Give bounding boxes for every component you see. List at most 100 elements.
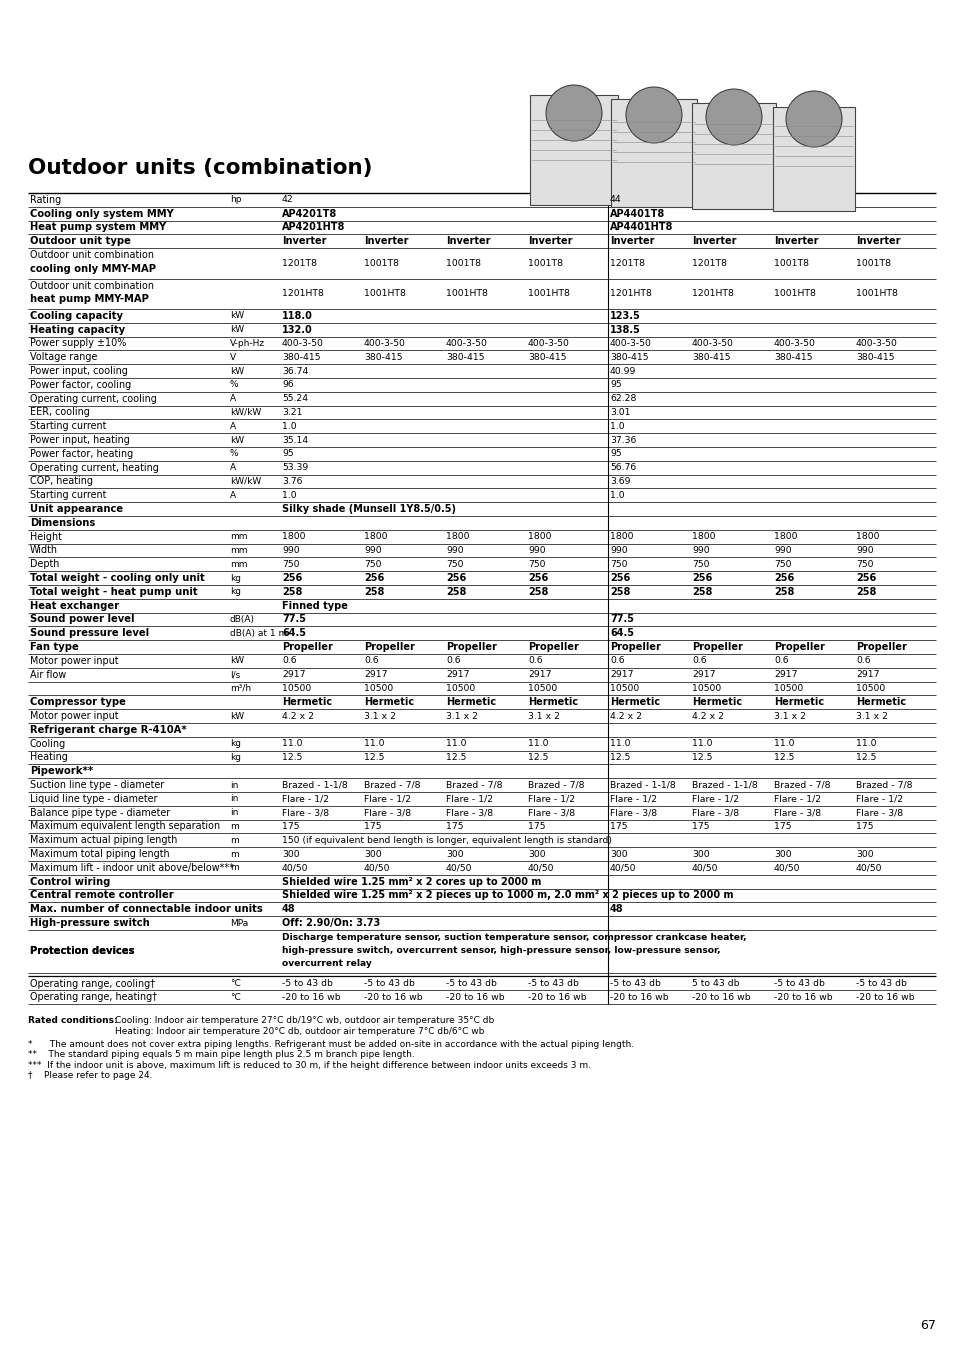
Text: Propeller: Propeller <box>364 643 415 652</box>
Text: 0.6: 0.6 <box>609 656 624 666</box>
Text: 2917: 2917 <box>609 670 633 679</box>
Text: l/s: l/s <box>230 670 240 679</box>
Text: Inverter: Inverter <box>446 236 490 246</box>
Text: Maximum actual piping length: Maximum actual piping length <box>30 836 177 845</box>
Text: high-pressure switch, overcurrent sensor, high-pressure sensor, low-pressure sen: high-pressure switch, overcurrent sensor… <box>282 946 720 954</box>
Text: 400-3-50: 400-3-50 <box>609 339 651 348</box>
Text: -5 to 43 db: -5 to 43 db <box>527 979 578 988</box>
Text: Maximum equivalent length separation: Maximum equivalent length separation <box>30 821 220 832</box>
Text: 1001HT8: 1001HT8 <box>773 289 815 298</box>
Text: -5 to 43 db: -5 to 43 db <box>364 979 415 988</box>
Text: 380-415: 380-415 <box>691 352 730 362</box>
Text: 258: 258 <box>609 587 630 597</box>
Text: dB(A): dB(A) <box>230 614 254 624</box>
Text: Brazed - 7/8: Brazed - 7/8 <box>364 780 420 790</box>
Text: *      The amount does not cover extra piping lengths. Refrigerant must be added: * The amount does not cover extra piping… <box>28 1040 634 1049</box>
Text: 258: 258 <box>773 587 794 597</box>
Text: 750: 750 <box>691 560 709 568</box>
Text: 3.1 x 2: 3.1 x 2 <box>855 711 887 721</box>
Text: 10500: 10500 <box>609 684 639 693</box>
Text: 258: 258 <box>282 587 302 597</box>
Text: 40/50: 40/50 <box>773 863 800 872</box>
Text: 256: 256 <box>691 572 712 583</box>
Text: 3.1 x 2: 3.1 x 2 <box>446 711 477 721</box>
Text: 175: 175 <box>609 822 627 830</box>
Text: 3.1 x 2: 3.1 x 2 <box>364 711 395 721</box>
Text: Propeller: Propeller <box>855 643 906 652</box>
Text: 1800: 1800 <box>855 532 879 541</box>
Text: 300: 300 <box>855 849 873 859</box>
Text: Finned type: Finned type <box>282 601 348 610</box>
Text: 2917: 2917 <box>364 670 387 679</box>
Text: m³/h: m³/h <box>230 684 251 693</box>
Text: 12.5: 12.5 <box>446 753 466 761</box>
Text: 4.2 x 2: 4.2 x 2 <box>691 711 723 721</box>
Text: 990: 990 <box>691 545 709 555</box>
Text: 256: 256 <box>527 572 548 583</box>
Text: AP4201HT8: AP4201HT8 <box>282 223 345 232</box>
Text: Operating current, heating: Operating current, heating <box>30 463 159 472</box>
Text: Flare - 3/8: Flare - 3/8 <box>609 809 657 817</box>
Text: Power factor, cooling: Power factor, cooling <box>30 379 132 390</box>
Text: 118.0: 118.0 <box>282 310 313 321</box>
Text: 95: 95 <box>609 381 621 389</box>
Text: A: A <box>230 394 236 404</box>
Text: 64.5: 64.5 <box>282 628 306 639</box>
Text: 990: 990 <box>855 545 873 555</box>
Text: 5 to 43 db: 5 to 43 db <box>691 979 739 988</box>
Text: cooling only MMY-MAP: cooling only MMY-MAP <box>30 265 156 274</box>
Text: mm: mm <box>230 560 247 568</box>
Text: Outdoor unit combination: Outdoor unit combination <box>30 281 153 290</box>
Text: 0.6: 0.6 <box>773 656 788 666</box>
Text: Hermetic: Hermetic <box>691 697 741 707</box>
Text: Maximum total piping length: Maximum total piping length <box>30 849 170 859</box>
Text: 12.5: 12.5 <box>609 753 630 761</box>
Text: kW: kW <box>230 711 244 721</box>
Text: 750: 750 <box>773 560 791 568</box>
Text: Control wiring: Control wiring <box>30 876 111 887</box>
Text: 175: 175 <box>527 822 545 830</box>
Text: Flare - 1/2: Flare - 1/2 <box>282 794 329 803</box>
Text: 67: 67 <box>919 1319 935 1332</box>
Text: 0.6: 0.6 <box>691 656 706 666</box>
Text: 40/50: 40/50 <box>855 863 882 872</box>
Text: Silky shade (Munsell 1Y8.5/0.5): Silky shade (Munsell 1Y8.5/0.5) <box>282 504 456 514</box>
Text: 258: 258 <box>527 587 548 597</box>
Text: 1800: 1800 <box>609 532 633 541</box>
Text: Heating capacity: Heating capacity <box>30 324 125 335</box>
Text: Propeller: Propeller <box>527 643 578 652</box>
Text: Liquid line type - diameter: Liquid line type - diameter <box>30 794 157 803</box>
Text: 1201T8: 1201T8 <box>691 259 726 267</box>
Text: mm: mm <box>230 532 247 541</box>
Text: 380-415: 380-415 <box>282 352 320 362</box>
Text: 12.5: 12.5 <box>527 753 548 761</box>
Text: Fan type: Fan type <box>30 643 79 652</box>
Text: -5 to 43 db: -5 to 43 db <box>855 979 906 988</box>
Text: kW: kW <box>230 325 244 333</box>
Text: 750: 750 <box>364 560 381 568</box>
Text: 1201T8: 1201T8 <box>609 259 644 267</box>
Text: 400-3-50: 400-3-50 <box>446 339 487 348</box>
Text: 2917: 2917 <box>691 670 715 679</box>
Text: Flare - 3/8: Flare - 3/8 <box>527 809 575 817</box>
Text: 40/50: 40/50 <box>691 863 718 872</box>
Text: 40/50: 40/50 <box>282 863 308 872</box>
Text: Brazed - 7/8: Brazed - 7/8 <box>527 780 584 790</box>
Text: 300: 300 <box>609 849 627 859</box>
Text: 750: 750 <box>446 560 463 568</box>
Text: m: m <box>230 863 238 872</box>
Text: 380-415: 380-415 <box>446 352 484 362</box>
Text: 132.0: 132.0 <box>282 324 313 335</box>
Text: 750: 750 <box>609 560 627 568</box>
Text: 3.69: 3.69 <box>609 477 630 486</box>
Text: 1800: 1800 <box>446 532 469 541</box>
Text: Voltage range: Voltage range <box>30 352 97 362</box>
Text: Width: Width <box>30 545 58 555</box>
Text: 4.2 x 2: 4.2 x 2 <box>282 711 314 721</box>
Text: 1001HT8: 1001HT8 <box>527 289 569 298</box>
Text: Power input, cooling: Power input, cooling <box>30 366 128 377</box>
Text: 990: 990 <box>282 545 299 555</box>
Text: Flare - 1/2: Flare - 1/2 <box>855 794 902 803</box>
Text: Power factor, heating: Power factor, heating <box>30 448 133 459</box>
Text: Propeller: Propeller <box>446 643 497 652</box>
